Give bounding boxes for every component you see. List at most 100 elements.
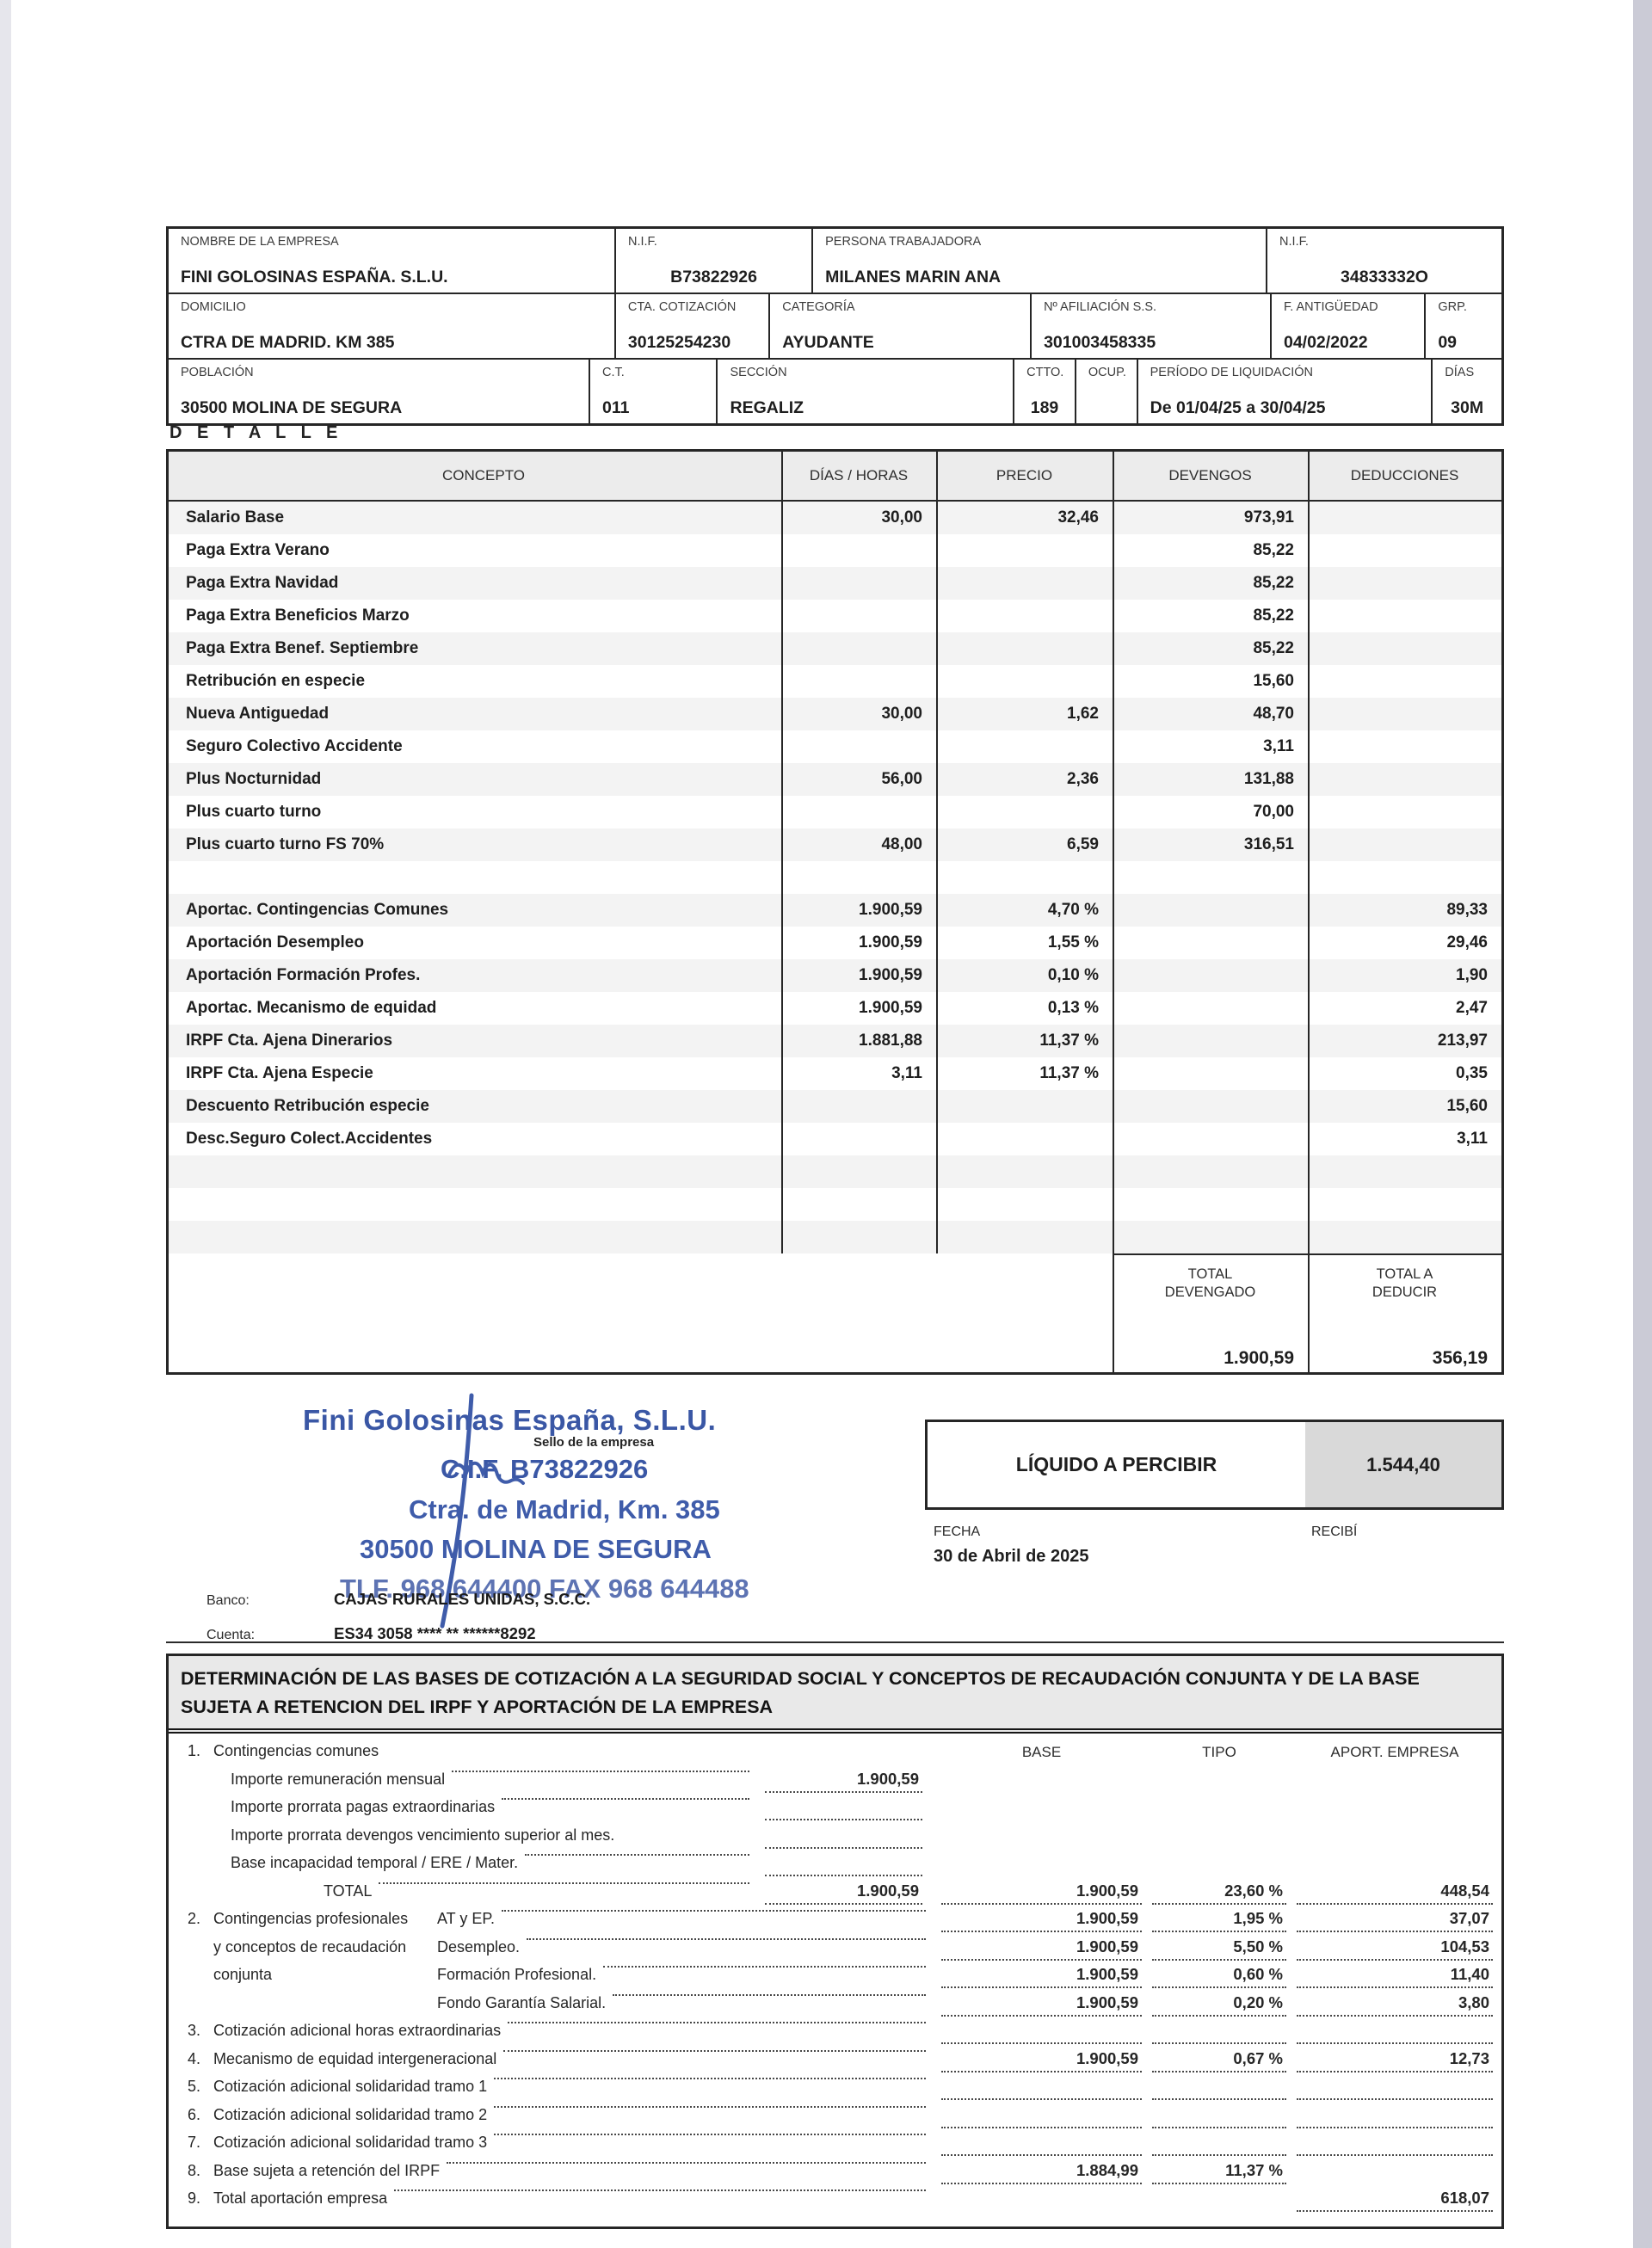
detail-row: Seguro Colectivo Accidente 3,11	[169, 730, 1501, 763]
employer-header-row3: POBLACIÓN 30500 MOLINA DE SEGURA C.T. 01…	[169, 360, 1501, 423]
determination-row: Importe prorrata pagas extraordinarias	[169, 1796, 1501, 1825]
detail-cell-concept: Seguro Colectivo Accidente	[186, 737, 403, 755]
stamp-cif-line: C.I.F. B73822926	[441, 1454, 649, 1484]
dotted-line	[941, 2070, 1142, 2072]
detail-row: IRPF Cta. Ajena Especie 3,11 11,37 % 0,35	[169, 1057, 1501, 1090]
address-cell: DOMICILIO CTRA DE MADRID. KM 385	[169, 294, 616, 358]
total-devengado-box: TOTAL DEVENGADO 1.900,59	[1113, 1253, 1308, 1377]
row-text: conjunta	[213, 1966, 273, 1983]
determination-cell-base	[936, 2132, 1147, 2158]
horizontal-rule	[166, 1641, 1504, 1643]
detail-cell-devengos: 3,11	[1263, 737, 1294, 755]
header-devengos: DEVENGOS	[1168, 467, 1252, 483]
row-sub-text: Desempleo.	[437, 1937, 521, 1955]
determination-group-label: y conceptos de recaudación	[188, 1938, 428, 1959]
dotted-line	[1152, 2182, 1286, 2184]
cell-value: 1,95 %	[1233, 1909, 1283, 1927]
ct-label: C.T.	[602, 366, 625, 379]
row-sub-text: Fondo Garantía Salarial.	[437, 1993, 607, 2011]
worker-nif-value: 34833332O	[1341, 268, 1428, 286]
column-header-base: BASE	[1021, 1744, 1062, 1760]
detail-cell-devengos: 15,60	[1253, 672, 1294, 690]
total-deducir-value: 356,19	[1432, 1348, 1488, 1368]
row-text: y conceptos de recaudación	[213, 1937, 407, 1955]
detail-cell-dias: 3,11	[891, 1064, 922, 1082]
seniority-label: F. ANTIGÜEDAD	[1283, 300, 1378, 314]
header-deducciones: DEDUCCIONES	[1350, 467, 1459, 483]
row-text: Contingencias comunes	[213, 1742, 379, 1759]
determination-row: BASE TIPO APORT. EMPRESA 1. Contingencias co…	[169, 1740, 1501, 1769]
account-label: Cuenta:	[206, 1628, 256, 1642]
determination-row: 4. Mecanismo de equidad intergeneracional…	[169, 2048, 1501, 2077]
detail-cell-precio: 32,46	[1057, 508, 1099, 527]
detail-row: Plus cuarto turno FS 70% 48,00 6,59 316,51	[169, 828, 1501, 861]
dotted-line	[941, 2042, 1142, 2044]
detail-row: Salario Base 30,00 32,46 973,91	[169, 502, 1501, 534]
determination-cell-aport-empresa: 104,53	[1291, 1937, 1498, 1962]
cell-value: 1.900,59	[1076, 2048, 1138, 2067]
determination-cell-tipo	[1147, 2104, 1291, 2130]
detail-cell-concept: Desc.Seguro Colect.Accidentes	[186, 1130, 433, 1148]
detail-cell-concept: Salario Base	[186, 508, 285, 527]
ct-value: 011	[602, 398, 630, 417]
dot-leader	[508, 2022, 926, 2023]
detail-cell-precio: 2,36	[1067, 770, 1099, 788]
contract-value: 189	[1030, 398, 1059, 417]
determination-sub-label: Fondo Garantía Salarial.	[437, 1993, 931, 2015]
cell-value: 1.900,59	[1076, 1992, 1138, 2011]
detail-cell-deducciones: 1,90	[1456, 966, 1488, 984]
determination-row: Importe prorrata devengos vencimiento su…	[169, 1825, 1501, 1853]
detail-cell-devengos: 85,22	[1253, 541, 1294, 559]
detail-cell-deducciones: 29,46	[1446, 933, 1488, 952]
dot-leader	[613, 1993, 926, 1996]
detail-row	[169, 1188, 1501, 1221]
detail-cell-deducciones: 3,11	[1457, 1130, 1488, 1148]
section-value: REGALIZ	[730, 398, 804, 417]
determination-row: 6. Cotización adicional solidaridad tramo…	[169, 2104, 1501, 2133]
detail-cell-concept: IRPF Cta. Ajena Dinerarios	[186, 1032, 393, 1050]
determination-group-label: conjunta	[188, 1966, 428, 1986]
company-name-cell: NOMBRE DE LA EMPRESA FINI GOLOSINAS ESPA…	[169, 229, 616, 293]
cell-value: 11,37 %	[1225, 2160, 1283, 2179]
row-number: 4.	[188, 2049, 201, 2067]
seniority-value: 04/02/2022	[1283, 333, 1368, 352]
group-label: GRP.	[1438, 300, 1467, 314]
determination-group-label: 2. Contingencias profesionales	[188, 1910, 428, 1931]
detail-cell-precio: 11,37 %	[1039, 1032, 1099, 1050]
occupation-label: OCUP.	[1088, 366, 1126, 379]
determination-cell-base	[936, 2104, 1147, 2130]
stamp-city-line: 30500 MOLINA DE SEGURA	[360, 1534, 712, 1564]
row-number: 1.	[188, 1742, 201, 1759]
scan-right-edge	[1633, 0, 1652, 2248]
detail-cell-dias: 30,00	[881, 705, 922, 723]
contribution-account-value: 30125254230	[627, 333, 731, 352]
determination-cell-tipo: 0,60 %	[1147, 1964, 1291, 1990]
detail-row	[169, 1155, 1501, 1188]
worker-nif-label: N.I.F.	[1279, 235, 1309, 249]
town-cell: POBLACIÓN 30500 MOLINA DE SEGURA	[169, 360, 591, 423]
determination-label: TOTAL	[324, 1882, 755, 1903]
dotted-line	[941, 2098, 1142, 2100]
dotted-line	[765, 1902, 922, 1905]
determination-label: 9. Total aportación empresa	[188, 2189, 931, 2210]
section-label: SECCIÓN	[730, 366, 787, 379]
row-text: Importe prorrata pagas extraordinarias	[231, 1798, 496, 1815]
total-devengado-value: 1.900,59	[1224, 1348, 1294, 1368]
employer-header-row2: DOMICILIO CTRA DE MADRID. KM 385 CTA. CO…	[169, 294, 1501, 360]
row-text: Cotización adicional solidaridad tramo 2	[213, 2105, 488, 2123]
dotted-line	[1152, 2042, 1286, 2044]
determination-cell-base: 1.884,99	[936, 2160, 1147, 2186]
dotted-line	[765, 1819, 922, 1820]
dotted-line	[1152, 2014, 1286, 2017]
detail-cell-concept: Plus cuarto turno FS 70%	[186, 835, 385, 853]
dotted-line	[941, 2126, 1142, 2128]
determination-label: 3. Cotización adicional horas extraordina…	[188, 2022, 931, 2042]
determination-cell-tipo	[1147, 2132, 1291, 2158]
row-number: 3.	[188, 2022, 201, 2039]
cell-value: 12,73	[1449, 2048, 1489, 2067]
determination-cell-amount: 1.900,59	[760, 1881, 928, 1906]
date-label: FECHA	[934, 1524, 981, 1539]
detail-cell-concept: Paga Extra Beneficios Marzo	[186, 607, 410, 625]
detail-cell-dias: 1.900,59	[859, 901, 922, 919]
days-value: 30M	[1451, 398, 1484, 417]
